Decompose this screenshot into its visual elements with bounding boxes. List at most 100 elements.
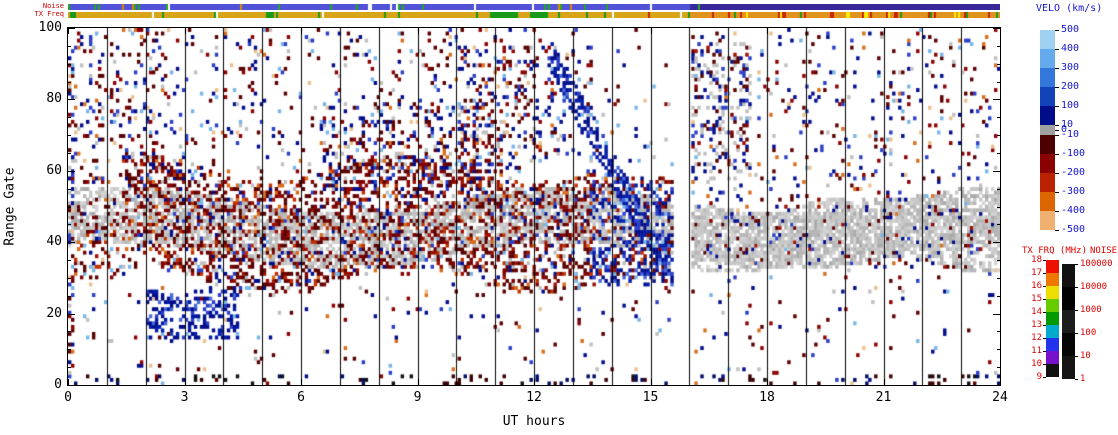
x-tick-mark	[534, 379, 535, 385]
txfrq-colorbar-tick	[1043, 286, 1046, 287]
y-minor-tick-mark	[997, 295, 1000, 297]
velocity-colorbar-segment	[1040, 211, 1055, 230]
txfrq-colorbar-segment	[1046, 286, 1059, 299]
x-tick-label: 6	[297, 390, 305, 405]
velocity-colorbar-tick	[1055, 68, 1059, 69]
velocity-colorbar-label: 300	[1061, 62, 1080, 73]
txfrq-colorbar	[1046, 260, 1059, 377]
velocity-colorbar-tick	[1055, 230, 1059, 231]
txfrq-colorbar-segment	[1046, 338, 1059, 351]
x-tick-label: 12	[526, 390, 542, 405]
velocity-colorbar-segment	[1040, 192, 1055, 211]
y-minor-tick-mark	[997, 206, 1000, 208]
x-tick-mark	[767, 28, 768, 34]
y-minor-tick-mark	[68, 206, 71, 208]
y-minor-tick-mark	[68, 367, 71, 369]
y-tick-label: 0	[54, 377, 62, 392]
x-tick-mark	[184, 379, 186, 385]
velocity-colorbar-tick	[1055, 30, 1059, 31]
velocity-colorbar-label: 400	[1061, 43, 1080, 54]
txfrq-colorbar-label: 11	[1031, 346, 1042, 356]
txfrq-colorbar-label: 18	[1031, 255, 1042, 265]
y-tick-mark	[993, 313, 1000, 315]
txfrq-colorbar-label: 13	[1031, 320, 1042, 330]
velocity-colorbar-segment	[1040, 125, 1055, 135]
velocity-colorbar-tick	[1055, 135, 1059, 136]
noise-colorbar-tick	[1075, 333, 1078, 334]
txfreq-status-strip	[68, 12, 1000, 18]
velocity-colorbar-tick	[1055, 211, 1059, 212]
y-minor-tick-mark	[68, 117, 71, 119]
y-minor-tick-mark	[68, 260, 71, 262]
txfrq-colorbar-tick	[1043, 260, 1046, 261]
noise-colorbar-tick	[1075, 356, 1078, 357]
x-tick-mark	[883, 379, 885, 385]
noise-colorbar-label: 10	[1080, 351, 1091, 361]
txfrq-colorbar-label: 15	[1031, 294, 1042, 304]
velocity-colorbar-segment	[1040, 30, 1055, 49]
velocity-colorbar-tick	[1055, 192, 1059, 193]
txfrq-colorbar-tick	[1043, 364, 1046, 365]
y-minor-tick-mark	[997, 224, 1000, 226]
txfrq-colorbar-label: 17	[1031, 268, 1042, 278]
x-tick-label: 18	[759, 390, 775, 405]
noise-colorbar-label: 100000	[1080, 259, 1113, 269]
noise-colorbar-label: 100	[1080, 328, 1097, 338]
y-tick-mark	[68, 99, 75, 101]
y-minor-tick-mark	[997, 117, 1000, 119]
y-tick-mark	[993, 170, 1000, 172]
velocity-colorbar	[1040, 30, 1055, 230]
velocity-colorbar-tick	[1055, 87, 1059, 88]
noise-status-strip	[68, 4, 1000, 10]
velocity-colorbar-label: -10	[1061, 129, 1080, 140]
txfrq-colorbar-tick	[1043, 351, 1046, 352]
txfrq-colorbar-segment	[1046, 312, 1059, 325]
y-tick-label: 80	[46, 91, 62, 107]
velocity-colorbar-label: 100	[1061, 100, 1080, 111]
y-minor-tick-mark	[68, 45, 71, 47]
velocity-colorbar-segment	[1040, 87, 1055, 106]
txfrq-colorbar-segment	[1046, 325, 1059, 338]
txfrq-colorbar-title: TX FRQ (MHz)	[1022, 246, 1088, 256]
x-tick-label: 0	[64, 390, 72, 405]
txfrq-colorbar-label: 14	[1031, 307, 1042, 317]
txfrq-colorbar-tick	[1043, 338, 1046, 339]
noise-colorbar	[1062, 264, 1075, 379]
velocity-colorbar-label: 500	[1061, 24, 1080, 35]
x-tick-mark	[417, 379, 419, 385]
x-tick-mark	[534, 28, 535, 34]
x-tick-mark	[650, 379, 652, 385]
velocity-colorbar-tick	[1055, 173, 1059, 174]
noise-strip-label: Noise	[42, 2, 64, 10]
x-tick-label: 21	[875, 390, 892, 405]
txfrq-colorbar-tick	[1043, 273, 1046, 274]
y-tick-mark	[68, 28, 75, 29]
y-minor-tick-mark	[997, 331, 1000, 333]
noise-colorbar-tick	[1075, 310, 1078, 311]
velocity-colorbar-label: -500	[1061, 224, 1086, 235]
txfrq-colorbar-tick	[1043, 312, 1046, 313]
noise-colorbar-label: 1000	[1080, 305, 1102, 315]
x-tick-mark	[68, 28, 69, 34]
y-minor-tick-mark	[997, 81, 1000, 83]
noise-colorbar-tick	[1075, 264, 1078, 265]
txfrq-colorbar-segment	[1046, 299, 1059, 312]
y-minor-tick-mark	[68, 295, 71, 297]
txfrq-colorbar-tick	[1043, 377, 1046, 378]
velocity-colorbar-tick	[1055, 130, 1059, 131]
txfrq-colorbar-segment	[1046, 260, 1059, 273]
y-minor-tick-mark	[997, 277, 1000, 279]
x-tick-label: 24	[992, 390, 1008, 405]
y-tick-mark	[993, 242, 1000, 244]
x-tick-mark	[417, 28, 419, 34]
y-minor-tick-mark	[68, 331, 71, 333]
y-minor-tick-mark	[997, 135, 1000, 137]
velocity-colorbar-label: -100	[1061, 148, 1086, 159]
rti-scatter-canvas	[68, 28, 1000, 385]
noise-colorbar-segment	[1062, 264, 1075, 287]
x-tick-label: 9	[413, 390, 422, 405]
y-tick-mark	[68, 242, 75, 244]
velocity-colorbar-label: -200	[1061, 167, 1086, 178]
x-tick-label: 3	[180, 390, 189, 405]
x-tick-mark	[767, 379, 768, 385]
